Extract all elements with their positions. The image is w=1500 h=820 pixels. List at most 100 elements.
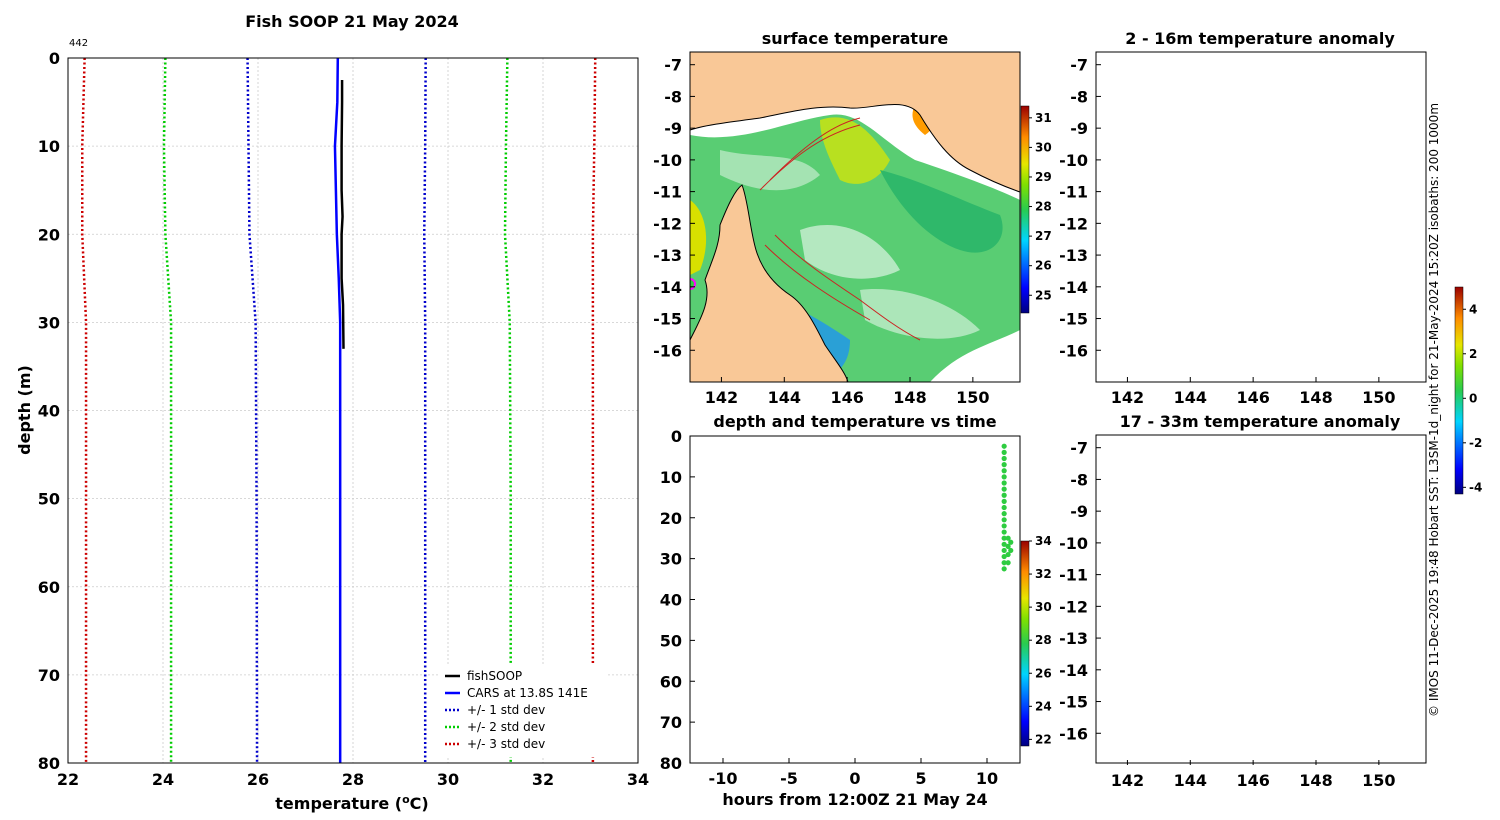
profile-y-tick-30: 30 xyxy=(38,313,60,332)
time-x-tick-10: 10 xyxy=(976,769,998,788)
sst-y-tick--11: -11 xyxy=(653,183,682,202)
legend-1std: +/- 1 std dev xyxy=(467,703,545,717)
anomaly2-y-tick--16: -16 xyxy=(1059,724,1088,743)
sst-y-tick--12: -12 xyxy=(653,214,682,233)
anom-cb-tick-4: 4 xyxy=(1469,302,1477,316)
depth-time-title: depth and temperature vs time xyxy=(713,412,996,431)
time-cb-tick-32: 32 xyxy=(1035,567,1052,581)
profile-y-tick-20: 20 xyxy=(38,225,60,244)
anomaly1-y-tick--11: -11 xyxy=(1059,183,1088,202)
anomaly2-land-png xyxy=(1096,435,1426,575)
sst-ticks: 142 144 146 148 150 -7 -8 -9 -10 -11 -12 -13 -14 -15 -… xyxy=(653,56,989,407)
time-point-0 xyxy=(1001,443,1007,449)
anomaly1-y-tick--16: -16 xyxy=(1059,341,1088,360)
anomaly2-y-tick--8: -8 xyxy=(1070,470,1088,489)
time-point-2 xyxy=(1001,455,1007,462)
profile-y-tick-40: 40 xyxy=(38,402,60,421)
credit-text: © IMOS 11-Dec-2025 19:48 Hobart SST: L3S… xyxy=(1427,103,1441,717)
profile-grid xyxy=(67,57,639,764)
profile-x-tick-34: 34 xyxy=(627,770,649,789)
anomaly2-ticks: 142 144 146 148 150 -7 -8 -9 -10 -11 -12 -13 -14 -15 -… xyxy=(1059,439,1395,790)
sst-cb-tick-29: 29 xyxy=(1035,170,1052,184)
time-y-tick-20: 20 xyxy=(660,509,682,528)
anomaly-colorbar xyxy=(1454,286,1464,495)
anomaly2-y-tick--12: -12 xyxy=(1059,597,1088,616)
time-y-tick-50: 50 xyxy=(660,631,682,650)
depth-time-points xyxy=(1001,443,1014,572)
sst-x-tick-148: 148 xyxy=(893,388,926,407)
time-point-5 xyxy=(1001,474,1007,480)
anomaly1-x-tick-148: 148 xyxy=(1299,388,1332,407)
sst-cb-tick-30: 30 xyxy=(1035,140,1052,154)
profile-x-label-text: temperature ( xyxy=(275,794,402,813)
surface-temperature-map: surface temperature 142 144 146 1 xyxy=(653,29,1052,407)
anomaly1-title: 2 - 16m temperature anomaly xyxy=(1125,29,1395,48)
depth-time-frame xyxy=(689,435,1021,764)
sst-isobath-1000 xyxy=(759,124,871,321)
profile-y-tick-60: 60 xyxy=(38,578,60,597)
legend-3std: +/- 3 std dev xyxy=(467,737,545,751)
time-x-tick--10: -10 xyxy=(709,769,738,788)
time-cb-tick-34: 34 xyxy=(1035,534,1052,548)
depth-time-chart: depth and temperature vs time -10 -5 0 5 10 0… xyxy=(660,412,1052,809)
time-x-tick-0: 0 xyxy=(849,769,860,788)
anomaly2-ocean xyxy=(1096,435,1426,765)
anomaly1-frame xyxy=(1095,51,1427,383)
anomaly1-y-tick--14: -14 xyxy=(1059,278,1088,297)
profile-frame xyxy=(67,57,639,764)
sst-cloud-gap-3 xyxy=(720,150,820,191)
time-cb-tick-22: 22 xyxy=(1035,732,1052,746)
time-y-tick-40: 40 xyxy=(660,591,682,610)
sst-cb-tick-26: 26 xyxy=(1035,259,1052,273)
anomaly1-ocean xyxy=(1096,52,1426,382)
anom-cb-tick-2: 2 xyxy=(1469,347,1477,361)
profile-series xyxy=(81,57,597,764)
sst-hot-patch xyxy=(820,117,890,184)
time-point-10 xyxy=(1001,504,1007,511)
time-y-tick-0: 0 xyxy=(671,427,682,446)
sst-patch-2 xyxy=(880,170,1003,253)
profile-title: Fish SOOP 21 May 2024 xyxy=(245,12,459,31)
time-point-20 xyxy=(1001,566,1007,572)
sst-x-tick-150: 150 xyxy=(956,388,989,407)
anomaly-17-33m-map: 17 - 33m temperature anomaly 142 144 146 14… xyxy=(1059,412,1427,790)
anomaly1-land-png xyxy=(1096,52,1426,192)
profile-line-3-low xyxy=(162,57,173,763)
anomaly1-x-tick-146: 146 xyxy=(1236,388,1269,407)
sst-cloud-gap-1 xyxy=(800,224,900,279)
anomaly1-x-tick-150: 150 xyxy=(1362,388,1395,407)
profile-y-tick-0: 0 xyxy=(49,49,60,68)
legend-box xyxy=(438,665,606,757)
anomaly1-y-tick--12: -12 xyxy=(1059,214,1088,233)
depth-profile-chart: Fish SOOP 21 May 2024 442 22 24 26 28 30 32 34… xyxy=(15,12,649,813)
sst-title: surface temperature xyxy=(762,29,949,48)
anomaly2-isobath-1000 xyxy=(1166,508,1276,703)
anomaly1-ticks: 142 144 146 148 150 -7 -8 -9 -10 -11 -12 -13 -14 -15 -… xyxy=(1059,56,1395,407)
sst-y-tick--14: -14 xyxy=(653,278,682,297)
profile-x-tick-30: 30 xyxy=(437,770,459,789)
anom-cb-tick-0: 0 xyxy=(1469,391,1477,405)
time-point-3 xyxy=(1001,462,1007,468)
sst-cb-tick-28: 28 xyxy=(1035,200,1052,214)
profile-line-1 xyxy=(333,57,342,763)
profile-line-4-high xyxy=(591,57,597,763)
sst-x-tick-142: 142 xyxy=(705,388,738,407)
time-x-tick-5: 5 xyxy=(915,769,926,788)
legend-2std: +/- 2 std dev xyxy=(467,720,545,734)
anomaly1-land-cape-york xyxy=(1096,185,1254,382)
anomaly1-y-tick--10: -10 xyxy=(1059,151,1088,170)
legend-cars: CARS at 13.8S 141E xyxy=(467,686,588,700)
anomaly-2-16m-map: 2 - 16m temperature anomaly 142 144 146 148… xyxy=(1059,29,1427,407)
anomaly1-y-tick--7: -7 xyxy=(1070,56,1088,75)
profile-y-tick-50: 50 xyxy=(38,490,60,509)
sst-y-tick--7: -7 xyxy=(664,56,682,75)
anomaly1-y-tick--13: -13 xyxy=(1059,246,1088,265)
anomaly2-y-tick--9: -9 xyxy=(1070,502,1088,521)
sst-y-tick--16: -16 xyxy=(653,341,682,360)
time-point-18 xyxy=(1001,553,1007,560)
time-point-extra-1 xyxy=(1005,543,1011,549)
anomaly1-y-tick--9: -9 xyxy=(1070,119,1088,138)
profile-x-label: temperature (oC) xyxy=(275,793,428,813)
sst-west-patch xyxy=(690,200,707,275)
time-y-tick-10: 10 xyxy=(660,468,682,487)
